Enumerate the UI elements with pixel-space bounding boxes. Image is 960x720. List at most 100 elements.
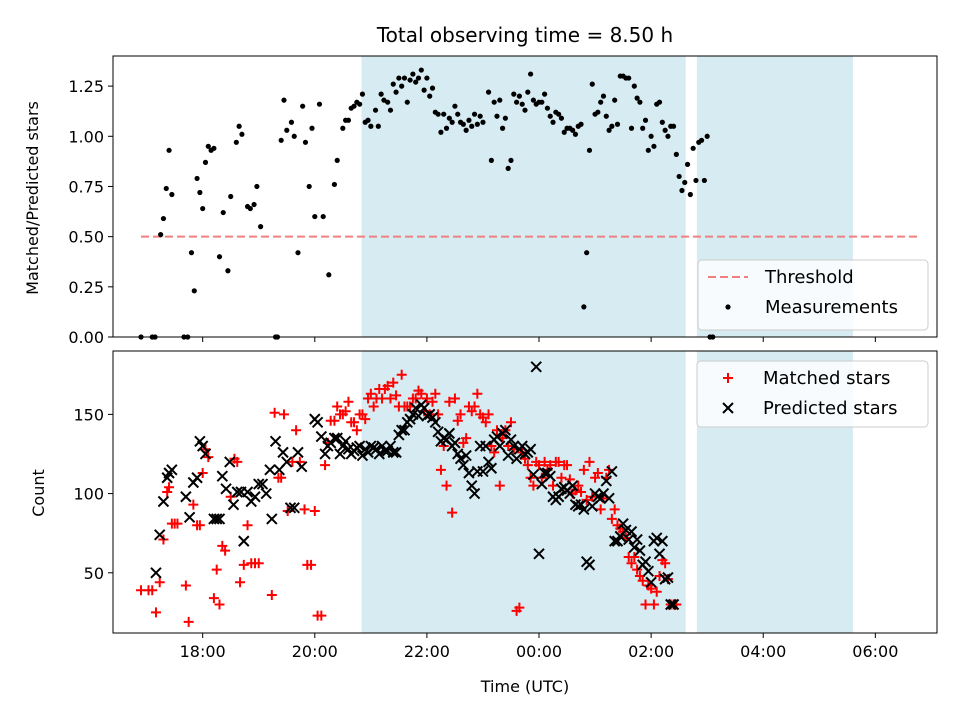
- measurement-point: [516, 93, 522, 99]
- measurement-point: [202, 159, 209, 165]
- predicted-star-point: [395, 424, 408, 436]
- predicted-star-point: [231, 486, 243, 498]
- matched-star-point: [578, 464, 589, 475]
- measurement-point: [673, 151, 679, 157]
- matched-star-point: [629, 551, 640, 562]
- predicted-star-point: [482, 456, 495, 468]
- measurement-point: [628, 125, 635, 131]
- measurement-point: [690, 145, 696, 151]
- matched-star-point: [164, 482, 175, 493]
- matched-star-point: [461, 433, 472, 444]
- measurement-point: [169, 191, 175, 198]
- predicted-star-point: [583, 559, 596, 571]
- matched-star-point: [528, 480, 539, 491]
- predicted-star-point: [544, 470, 556, 482]
- matched-star-point: [640, 599, 651, 610]
- predicted-star-point: [356, 449, 369, 462]
- predicted-star-point: [311, 416, 324, 428]
- measurement-point: [589, 81, 595, 87]
- matched-star-point: [329, 415, 340, 426]
- measurement-point: [278, 137, 284, 143]
- measurement-point: [491, 99, 497, 105]
- measurement-point: [651, 143, 657, 149]
- measurement-point: [191, 288, 197, 294]
- predicted-star-point: [398, 424, 411, 436]
- predicted-star-point: [213, 513, 226, 525]
- measurement-point: [572, 131, 579, 137]
- measurement-point: [558, 115, 565, 121]
- measurement-point: [670, 123, 677, 129]
- measurement-point: [542, 91, 548, 97]
- measurement-point: [528, 71, 534, 77]
- predicted-star-point: [249, 491, 261, 503]
- measurement-point: [200, 205, 206, 212]
- measurement-point: [471, 111, 478, 117]
- matched-star-point: [220, 545, 231, 556]
- measurement-point: [519, 101, 525, 107]
- matched-star-point: [441, 480, 452, 491]
- measurement-point: [306, 183, 312, 190]
- predicted-star-point: [210, 513, 223, 525]
- matched-star-point: [349, 417, 360, 428]
- measurement-point: [637, 99, 643, 105]
- x-tick-label: 00:00: [516, 642, 562, 661]
- measurement-point: [578, 121, 584, 127]
- matched-star-point: [172, 518, 183, 529]
- predicted-star-point: [639, 556, 652, 568]
- predicted-star-point: [373, 448, 385, 460]
- matched-star-point: [514, 602, 525, 613]
- measurement-point: [606, 127, 612, 133]
- predicted-star-point: [566, 479, 579, 492]
- measurement-point: [251, 201, 257, 208]
- predicted-star-point: [564, 487, 576, 500]
- y-tick-label: 150: [73, 405, 104, 424]
- measurement-point: [357, 101, 363, 107]
- predicted-star-point: [505, 434, 517, 446]
- measurement-point: [508, 157, 514, 163]
- measurement-point: [614, 121, 621, 127]
- measurement-point: [544, 105, 551, 111]
- measurement-point: [648, 133, 654, 139]
- measurement-point: [480, 119, 486, 125]
- measurement-point: [372, 107, 379, 113]
- matched-star-point: [351, 425, 362, 436]
- matched-star-point: [235, 577, 246, 588]
- measurement-point: [477, 113, 483, 119]
- predicted-star-point: [499, 424, 512, 436]
- measurement-point: [295, 250, 301, 256]
- matched-star-point: [309, 506, 320, 517]
- matched-star-point: [278, 409, 289, 420]
- measurement-point: [570, 127, 576, 133]
- measurement-point: [365, 117, 371, 123]
- measurement-point: [485, 89, 492, 95]
- predicted-star-point: [552, 491, 565, 503]
- measurement-point: [160, 215, 167, 222]
- measurement-point: [659, 119, 665, 125]
- measurement-point: [378, 91, 384, 97]
- matched-star-point: [660, 558, 671, 569]
- y-tick-label: 1.25: [68, 77, 104, 96]
- measurement-point: [225, 268, 231, 274]
- y-tick-label: 0.00: [68, 328, 104, 347]
- measurement-point: [449, 119, 455, 125]
- matched-star-point: [480, 417, 491, 428]
- predicted-star-point: [656, 535, 669, 547]
- measurement-point: [682, 179, 688, 186]
- measurement-point: [469, 123, 475, 129]
- measurement-point: [513, 99, 520, 105]
- predicted-star-point: [578, 503, 590, 516]
- measurement-point: [415, 75, 422, 81]
- y-tick-label: 50: [84, 564, 104, 583]
- measurement-point: [288, 119, 295, 125]
- measurement-point: [421, 87, 427, 93]
- measurement-point: [418, 67, 424, 73]
- predicted-star-point: [524, 443, 537, 455]
- measurement-point: [385, 99, 391, 105]
- matched-star-point: [427, 396, 438, 407]
- matched-star-point: [276, 472, 287, 483]
- matched-star-point: [211, 564, 222, 575]
- measurement-point: [387, 107, 394, 113]
- y-tick-label: 0.25: [68, 278, 104, 297]
- measurement-point: [334, 157, 340, 163]
